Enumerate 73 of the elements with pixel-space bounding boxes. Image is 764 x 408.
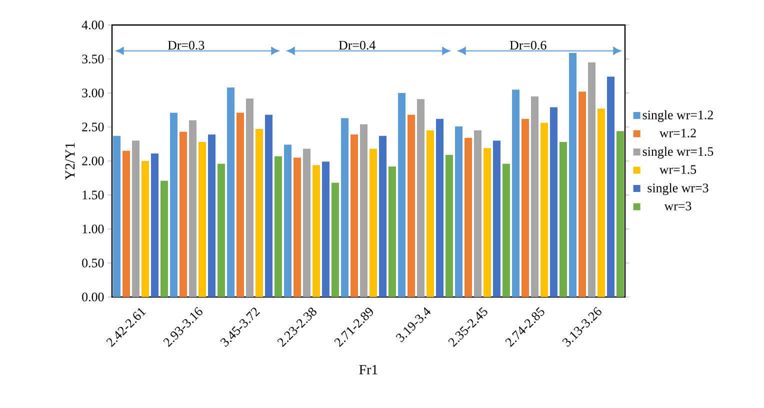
bar xyxy=(132,140,140,297)
bar xyxy=(408,114,416,297)
bar xyxy=(378,136,386,297)
bar xyxy=(322,162,330,297)
bar xyxy=(256,129,263,297)
bar xyxy=(455,126,463,297)
bar xyxy=(398,93,406,297)
bar xyxy=(474,130,482,297)
bar xyxy=(370,148,377,297)
bar xyxy=(331,182,339,297)
bar xyxy=(160,180,168,297)
bar xyxy=(189,120,197,297)
y-tick-label: 2.50 xyxy=(82,122,104,132)
legend-label: wr=3 xyxy=(664,202,692,210)
bar xyxy=(445,154,453,297)
annotation: Dr=0.4 xyxy=(338,40,376,50)
bar xyxy=(550,107,558,297)
bar xyxy=(588,62,596,297)
bar xyxy=(531,96,539,297)
bar xyxy=(512,90,520,297)
bar xyxy=(150,154,158,297)
y-tick-label: 2.00 xyxy=(82,156,104,166)
x-axis-title: Fr1 xyxy=(359,365,378,374)
bar xyxy=(227,88,235,297)
y-tick-label: 4.00 xyxy=(82,20,104,30)
annotation: Dr=0.3 xyxy=(168,40,204,50)
bar xyxy=(464,138,472,297)
bar xyxy=(606,76,614,297)
bar xyxy=(502,164,510,297)
y-tick-label: 1.50 xyxy=(82,190,104,200)
bar xyxy=(598,108,605,297)
bar xyxy=(113,136,121,297)
bar xyxy=(341,118,349,297)
bar xyxy=(559,142,567,297)
bar xyxy=(217,164,225,297)
y-tick-label: 3.50 xyxy=(82,54,104,64)
bar xyxy=(303,148,311,297)
legend-label: single wr=3 xyxy=(648,183,708,196)
bar xyxy=(436,118,444,297)
bar xyxy=(274,156,282,297)
bar xyxy=(122,150,130,297)
bar xyxy=(492,140,500,297)
y-tick-label: 0.00 xyxy=(82,292,104,302)
bar xyxy=(522,118,530,297)
bar xyxy=(264,114,272,297)
bar xyxy=(284,144,292,297)
legend-label: wr=1.2 xyxy=(659,128,696,138)
bar xyxy=(540,122,548,297)
y-tick-label: 0.50 xyxy=(82,258,104,268)
bar xyxy=(294,158,302,297)
bar xyxy=(180,132,188,297)
bar xyxy=(198,142,206,297)
bar xyxy=(142,161,149,297)
legend-label: single wr=1.2 xyxy=(642,110,713,122)
bar xyxy=(484,148,491,297)
legend-label: wr=1.5 xyxy=(659,165,696,174)
bar xyxy=(170,112,178,297)
y-tick-label: 3.00 xyxy=(82,88,104,98)
bar xyxy=(360,124,368,297)
bar xyxy=(350,134,358,297)
bar xyxy=(246,98,254,297)
bar xyxy=(578,92,586,297)
bar xyxy=(426,130,434,297)
bar xyxy=(208,134,216,297)
y-axis-title: Y2/Y1 xyxy=(65,142,75,180)
legend-label: single wr=1.5 xyxy=(642,146,714,159)
bar xyxy=(417,99,425,297)
bar xyxy=(616,131,624,297)
bar xyxy=(236,112,244,297)
annotation: Dr=0.6 xyxy=(510,40,546,50)
y-tick-label: 1.00 xyxy=(82,224,104,234)
bar xyxy=(312,165,320,297)
bar xyxy=(388,166,396,297)
